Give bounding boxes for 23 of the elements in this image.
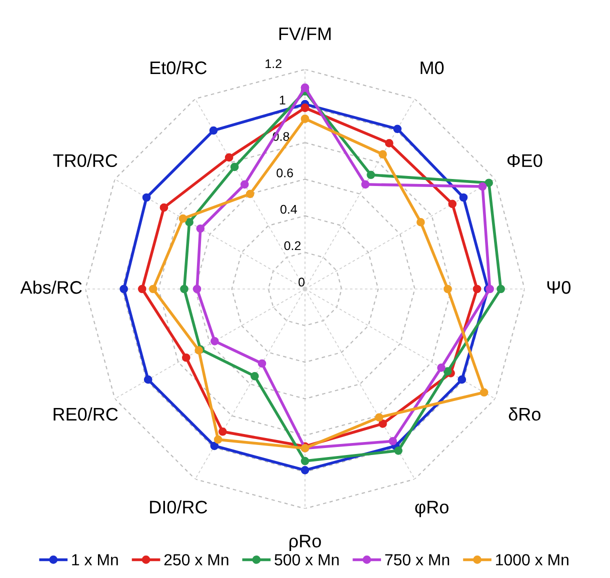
y-tick-label: 0.6 [276,168,293,178]
legend-label: 500 x Mn [274,554,339,566]
spoke-label: ρRo [289,534,321,552]
legend-label: 250 x Mn [164,554,228,566]
legend-label: 1 x Mn [72,554,118,566]
y-tick-label: 0.2 [284,241,301,250]
spoke-label: RE0/RC [54,407,118,421]
spoke-label: Abs/RC [20,280,82,294]
spoke-label: TR0/RC [53,154,118,168]
legend-label: 750 x Mn [385,554,450,566]
spoke-label: Et0/RC [150,60,207,74]
y-tick-label: 1 [280,96,286,104]
y-tick-label: 0 [298,278,305,287]
spoke-label: Ψ0 [547,281,570,294]
spoke-label: DI0/RC [150,500,208,514]
legend-label: 1000 x Mn [496,554,568,566]
spoke-label: δRo [508,407,540,421]
spoke-label: φRo [415,500,448,518]
y-tick-label: 1.2 [266,59,282,68]
spoke-label: ΦE0 [507,154,542,168]
spoke-label: FV/FM [279,26,331,40]
y-tick-label: 0.4 [280,204,297,214]
spoke-label: M0 [420,61,444,74]
